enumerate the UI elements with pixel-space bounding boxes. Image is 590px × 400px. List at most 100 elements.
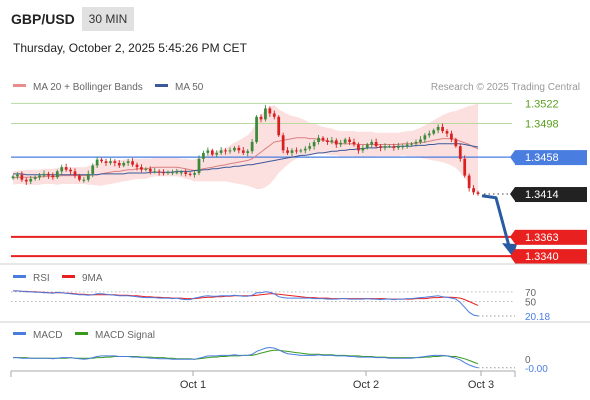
macd-panel: 0-0.00 [13,346,548,375]
candle-body [272,113,276,117]
rsi-legend-label: RSI [33,273,50,284]
candle-body [179,172,183,174]
candle-body [131,161,134,165]
support-1-label-pointer [510,229,515,244]
candle-body [286,150,289,153]
support-1-label: 1.3363 [525,232,559,244]
candle-body [109,161,112,163]
candle-body [374,141,378,147]
candle-body [113,161,117,163]
candle-body [228,150,232,152]
candle-body [255,116,258,142]
candle-body [82,179,86,181]
candle-body [33,177,37,179]
candle-body [445,131,449,134]
candle-body [463,158,467,176]
candle-body [69,169,72,172]
candle-body [365,144,369,148]
candle-body [321,137,325,141]
candle-body [51,175,55,178]
forecast-arrow-shaft [481,194,511,247]
candle-body [100,159,103,162]
candle-body [171,172,174,174]
candle-body [95,159,99,166]
support-2-label-pointer [510,249,515,264]
x-tick-label: Oct 1 [180,379,206,391]
candle-body [148,168,152,172]
timeframe-label: 30 MIN [89,12,128,26]
credit-text: Research © 2025 Trading Central [431,82,580,93]
macd-signal-line [13,349,479,365]
bollinger-bands [13,103,478,194]
current-price-label: 1.3414 [525,189,559,201]
candle-body [312,141,316,147]
candle-body [410,143,413,145]
candle-body [126,161,130,163]
pair-title: GBP/USD [11,11,75,27]
candle-body [450,133,453,140]
support-2-label: 1.3340 [525,251,559,263]
candle-body [24,179,28,182]
candle-body [326,140,329,142]
candle-body [383,146,387,148]
candle-body [343,139,347,143]
candlesticks [11,105,480,196]
candle-body [20,174,24,180]
candle-body [206,150,210,153]
candle-body [414,141,418,144]
timeframe-badge[interactable] [82,7,134,31]
current-price-label-box [515,187,587,203]
candle-body [388,146,391,148]
candle-body [264,108,267,120]
macd-legend-label: MACD [33,330,62,341]
candle-body [86,173,90,180]
support-2-label-box [515,249,587,265]
macd-zero-label: 0 [525,355,531,366]
level-labels: 1.3522 1.3498 1.3458 1.3414 1.3363 1.3340 [510,98,587,265]
candle-body [441,126,444,132]
candle-body [427,133,431,136]
candle-body [308,146,312,149]
macd-signal-legend-swatch [75,332,88,335]
candle-body [140,167,143,170]
macd-signal-legend-label: MACD Signal [95,330,155,341]
candle-body [334,140,338,145]
candle-body [184,172,188,174]
rsi-legend-swatch [13,275,26,278]
candle-body [379,146,382,148]
support-1-label-box [515,229,587,245]
candle-body [299,150,303,152]
candle-body [166,172,170,174]
macd-current-label: -0.00 [525,364,548,375]
x-axis: Oct 1 Oct 2 Oct 3 [180,371,494,391]
candle-body [42,173,46,176]
x-tick-label: Oct 3 [468,379,494,391]
candle-body [405,144,409,147]
forecast-arrow [481,194,517,258]
candle-body [454,139,458,147]
candle-body [11,176,15,179]
rsi-line [13,290,479,317]
rsi-ma-legend-swatch [62,275,75,278]
pivot-label: 1.3458 [525,152,559,164]
candle-body [122,162,126,166]
candle-body [348,139,351,142]
macd-legend-swatch [13,332,26,335]
candle-body [144,168,148,170]
x-tick-label: Oct 2 [353,379,379,391]
candle-body [60,167,64,172]
ma50-legend-swatch [155,84,168,87]
candle-body [396,146,400,148]
moving-averages [12,137,479,179]
rsi-current-label: 20.18 [525,312,550,323]
candle-body [250,141,254,152]
resistance-1-label: 1.3498 [525,119,559,131]
candle-body [197,158,201,174]
candle-body [241,150,245,153]
candle-body [458,146,462,159]
candle-body [175,172,179,174]
candle-body [423,135,427,140]
candle-body [472,188,475,193]
